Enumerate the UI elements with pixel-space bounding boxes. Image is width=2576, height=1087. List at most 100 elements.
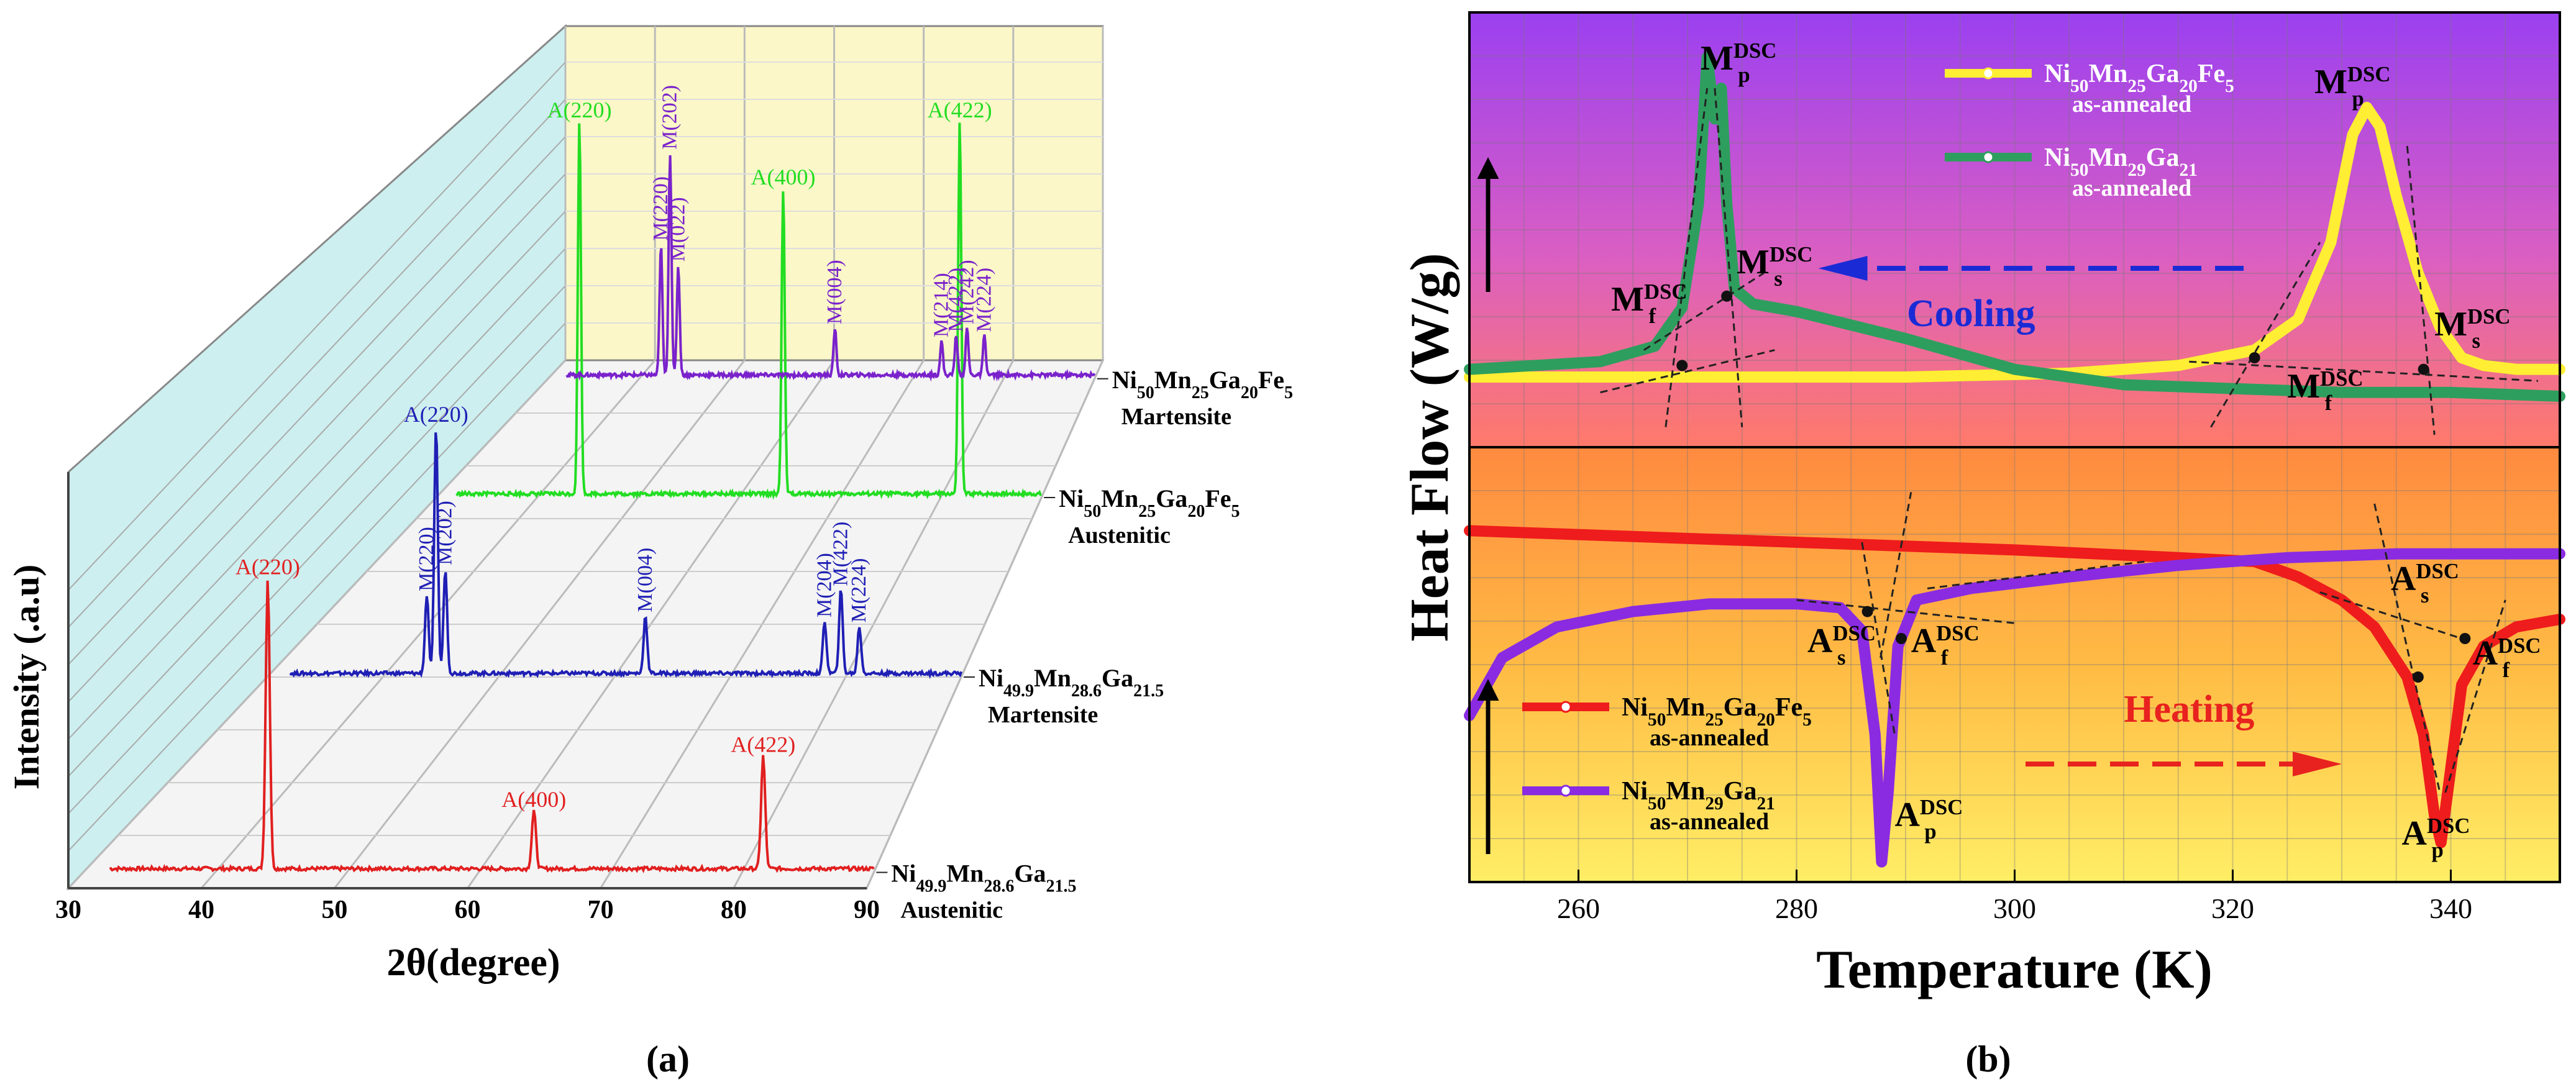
x-tick-label: 300	[1993, 893, 2036, 924]
panel-label-a: (a)	[646, 1039, 690, 1080]
series-phase: Austenitic	[900, 898, 1003, 924]
series-formula: Ni50Mn25Ga20Fe5	[1112, 366, 1293, 403]
legend-marker	[1982, 67, 1994, 80]
dsc-series	[1464, 52, 2565, 868]
onset-point	[2412, 671, 2424, 683]
onset-point	[2459, 633, 2471, 644]
peak-label: M(202)	[434, 501, 457, 565]
tangent-line	[2444, 599, 2506, 793]
legend-formula: Ni50Mn25Ga20Fe5	[1622, 693, 1812, 730]
tangent-line	[1600, 349, 1775, 394]
side-grid-line	[68, 285, 566, 814]
xrd-series: A(220) A(400) A(422) Ni49.9Mn28.6Ga21.5 Aust…	[109, 85, 1293, 924]
legend-marker	[1560, 785, 1572, 797]
peak-label: A(422)	[731, 732, 795, 757]
peak-label: A(220)	[547, 98, 612, 122]
legend-marker	[1560, 701, 1572, 713]
legend-note: as-annealed	[2072, 175, 2191, 201]
x-tick-label: 260	[1557, 893, 1600, 924]
peak-label: M(224)	[847, 558, 870, 623]
series-line	[1464, 548, 2565, 868]
xrd-series-s2: A(220) A(400) A(422) Ni50Mn25Ga20Fe5Austeni…	[455, 98, 1240, 548]
onset-point	[1721, 290, 1733, 302]
label-as-fe: ADSC s	[2391, 559, 2459, 607]
x-tick-label: 60	[455, 896, 481, 924]
onset-point	[1676, 360, 1688, 371]
cooling-arrowhead	[1818, 256, 1868, 281]
x-tick-labels: 30 40 50 60 70 80 90	[55, 896, 880, 924]
legend-formula: Ni50Mn29Ga21	[1622, 777, 1775, 814]
label-mf-ga: MDSC f	[1611, 280, 1687, 328]
peak-label: A(220)	[235, 555, 300, 580]
dsc-chart: MDSC p MDSC p MDSC s MDSC f MDSC s MDSC f ADSC s ADSC f…	[1400, 11, 2565, 1080]
x-tick-label: 70	[588, 896, 614, 924]
onset-point	[2418, 363, 2429, 375]
peak-label: M(242)	[955, 260, 978, 324]
peak-label: M(004)	[823, 260, 846, 324]
tangent-line	[1861, 542, 1896, 735]
xrd-waterfall-chart: A(220) A(400) A(422) Ni49.9Mn28.6Ga21.5 Aust…	[6, 24, 1293, 1080]
heating-series-fe	[1464, 525, 2565, 848]
label-as-ga: ADSC s	[1807, 621, 1876, 670]
x-tick-label: 280	[1775, 893, 1818, 924]
heating-series-ga	[1464, 548, 2565, 868]
series-phase: Austenitic	[1068, 522, 1171, 548]
x-tick-label: 40	[188, 896, 214, 924]
panel-label-b: (b)	[1965, 1039, 2011, 1080]
peak-label: M(220)	[649, 176, 672, 241]
label-ap-fe: ADSC p	[2402, 814, 2470, 862]
xrd-line	[455, 122, 1043, 500]
series-formula: Ni49.9Mn28.6Ga21.5	[979, 664, 1164, 701]
legend-note: as-annealed	[1650, 809, 1769, 835]
x-tick-label: 90	[854, 896, 880, 924]
side-grid-line	[68, 211, 566, 740]
peak-label: A(422)	[928, 98, 992, 122]
label-ap-ga: ADSC p	[1894, 795, 1963, 844]
grid	[67, 26, 1104, 889]
x-tick-label: 320	[2211, 893, 2254, 924]
peak-label: M(214)	[929, 273, 952, 337]
xrd-line	[109, 580, 875, 873]
legend-marker	[1982, 151, 1994, 163]
peak-label: A(400)	[501, 787, 566, 812]
side-grid-line	[68, 61, 566, 591]
peak-label: M(202)	[658, 85, 681, 150]
heating-arrowhead	[2293, 752, 2342, 776]
xrd-series-s3: M(220) A(220) M(202) M(004) M(204)M(422)M(22…	[289, 402, 1164, 728]
tangent-line	[2189, 360, 2538, 382]
onset-point	[1895, 633, 1907, 644]
xrd-line	[565, 155, 1096, 382]
side-grid-line	[68, 248, 566, 777]
x-tick-labels: 260 280 300 320 340	[1557, 870, 2472, 924]
series-formula: Ni50Mn25Ga20Fe5	[1059, 484, 1240, 521]
peak-label: M(224)	[972, 268, 995, 332]
xrd-series-s4: A(220) A(400) A(422) Ni49.9Mn28.6Ga21.5Aust…	[109, 555, 1077, 924]
label-mf-fe: MDSC f	[2287, 366, 2363, 415]
peak-label: M(004)	[634, 548, 657, 612]
x-axis-label: Temperature (K)	[1816, 940, 2213, 1000]
legend-formula: Ni50Mn29Ga21	[2044, 143, 2198, 180]
series-phase: Martensite	[988, 702, 1098, 728]
tangent-line	[2210, 242, 2321, 428]
x-tick-label: 30	[55, 896, 81, 924]
label-af-ga: ADSC f	[1911, 621, 1980, 670]
tangent-line	[1643, 272, 1765, 351]
x-tick-label: 340	[2429, 893, 2472, 924]
label-ms-fe: MDSC s	[2434, 304, 2510, 353]
peak-label: A(220)	[404, 402, 468, 427]
onset-point	[1861, 606, 1873, 617]
series-phase: Martensite	[1121, 404, 1231, 430]
peak-label: M(204)	[813, 553, 836, 617]
y-axis-label: Intensity (.a.u)	[6, 565, 47, 790]
label-af-fe: ADSC f	[2473, 634, 2541, 682]
label-mp-ga: MDSC p	[1701, 39, 1776, 87]
cooling-label: Cooling	[1907, 293, 2035, 335]
xrd-line	[289, 432, 962, 680]
tangent-line	[2406, 145, 2436, 435]
side-grid-line	[68, 99, 566, 628]
